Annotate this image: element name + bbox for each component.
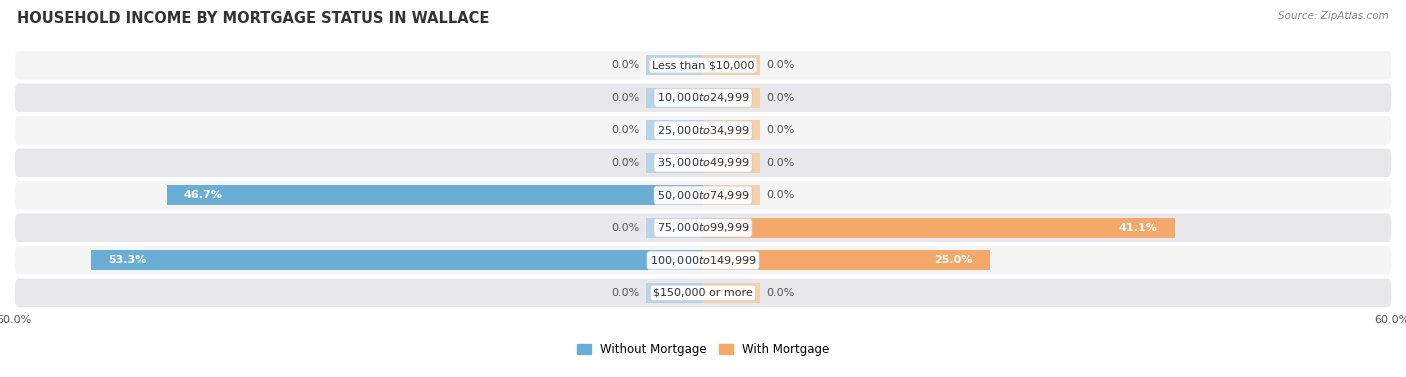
Bar xyxy=(645,283,703,303)
Bar xyxy=(703,218,1175,238)
Text: Source: ZipAtlas.com: Source: ZipAtlas.com xyxy=(1278,11,1389,21)
FancyBboxPatch shape xyxy=(14,83,1392,113)
Bar xyxy=(91,250,703,270)
Text: 0.0%: 0.0% xyxy=(612,125,640,135)
Text: 0.0%: 0.0% xyxy=(766,93,794,103)
Text: 46.7%: 46.7% xyxy=(184,190,224,200)
Text: 0.0%: 0.0% xyxy=(766,288,794,298)
FancyBboxPatch shape xyxy=(14,115,1392,145)
Bar xyxy=(645,120,703,140)
Text: $35,000 to $49,999: $35,000 to $49,999 xyxy=(657,156,749,169)
Text: 53.3%: 53.3% xyxy=(108,255,146,265)
Text: 0.0%: 0.0% xyxy=(766,190,794,200)
Bar xyxy=(167,185,703,205)
FancyBboxPatch shape xyxy=(14,180,1392,210)
Bar xyxy=(703,250,990,270)
Text: 41.1%: 41.1% xyxy=(1119,223,1157,233)
Legend: Without Mortgage, With Mortgage: Without Mortgage, With Mortgage xyxy=(572,338,834,360)
Text: Less than $10,000: Less than $10,000 xyxy=(652,60,754,70)
Bar xyxy=(703,120,761,140)
FancyBboxPatch shape xyxy=(14,213,1392,243)
Text: 0.0%: 0.0% xyxy=(612,288,640,298)
Bar xyxy=(645,153,703,173)
Text: 0.0%: 0.0% xyxy=(612,93,640,103)
Text: HOUSEHOLD INCOME BY MORTGAGE STATUS IN WALLACE: HOUSEHOLD INCOME BY MORTGAGE STATUS IN W… xyxy=(17,11,489,26)
Text: 0.0%: 0.0% xyxy=(766,60,794,70)
Bar xyxy=(645,218,703,238)
Bar xyxy=(703,88,761,108)
Text: $75,000 to $99,999: $75,000 to $99,999 xyxy=(657,221,749,234)
Text: $10,000 to $24,999: $10,000 to $24,999 xyxy=(657,91,749,104)
Bar xyxy=(703,153,761,173)
FancyBboxPatch shape xyxy=(14,148,1392,178)
Bar xyxy=(645,55,703,75)
Bar xyxy=(703,55,761,75)
FancyBboxPatch shape xyxy=(14,278,1392,308)
Text: $150,000 or more: $150,000 or more xyxy=(654,288,752,298)
Bar xyxy=(703,185,761,205)
Text: 0.0%: 0.0% xyxy=(612,223,640,233)
Text: 0.0%: 0.0% xyxy=(612,60,640,70)
Text: $100,000 to $149,999: $100,000 to $149,999 xyxy=(650,254,756,267)
Text: 0.0%: 0.0% xyxy=(766,125,794,135)
Text: $25,000 to $34,999: $25,000 to $34,999 xyxy=(657,124,749,137)
Text: $50,000 to $74,999: $50,000 to $74,999 xyxy=(657,189,749,202)
Text: 25.0%: 25.0% xyxy=(935,255,973,265)
Text: 0.0%: 0.0% xyxy=(612,158,640,168)
Bar xyxy=(703,283,761,303)
FancyBboxPatch shape xyxy=(14,245,1392,275)
Text: 0.0%: 0.0% xyxy=(766,158,794,168)
Bar xyxy=(645,88,703,108)
FancyBboxPatch shape xyxy=(14,50,1392,80)
